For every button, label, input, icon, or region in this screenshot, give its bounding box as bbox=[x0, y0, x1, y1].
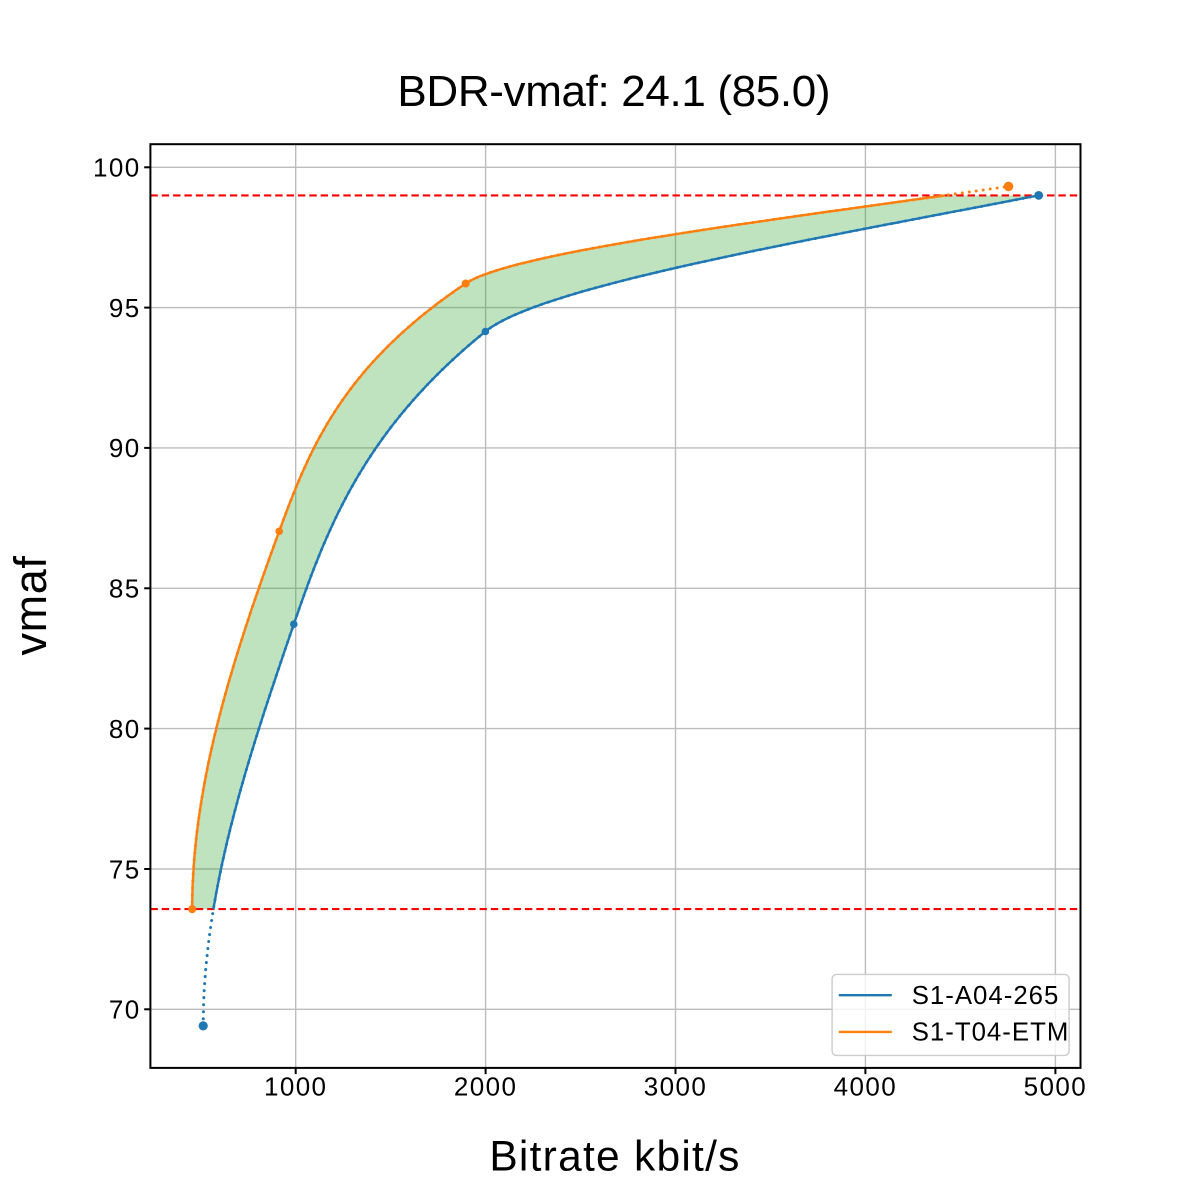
svg-text:S1-T04-ETM: S1-T04-ETM bbox=[912, 1019, 1070, 1047]
svg-text:vmaf: vmaf bbox=[5, 556, 56, 656]
svg-text:80: 80 bbox=[109, 714, 141, 744]
svg-text:4000: 4000 bbox=[834, 1071, 897, 1101]
svg-text:95: 95 bbox=[109, 293, 141, 323]
svg-text:1000: 1000 bbox=[264, 1071, 327, 1101]
svg-text:75: 75 bbox=[109, 854, 141, 884]
svg-text:100: 100 bbox=[93, 153, 141, 183]
svg-text:2000: 2000 bbox=[454, 1071, 517, 1101]
svg-text:90: 90 bbox=[109, 433, 141, 463]
svg-text:Bitrate kbit/s: Bitrate kbit/s bbox=[489, 1134, 740, 1181]
svg-text:S1-A04-265: S1-A04-265 bbox=[912, 982, 1060, 1010]
svg-text:70: 70 bbox=[109, 995, 141, 1025]
svg-text:BDR-vmaf: 24.1 (85.0): BDR-vmaf: 24.1 (85.0) bbox=[397, 67, 830, 116]
svg-text:85: 85 bbox=[109, 574, 141, 604]
svg-text:5000: 5000 bbox=[1024, 1071, 1087, 1101]
svg-text:3000: 3000 bbox=[644, 1071, 707, 1101]
